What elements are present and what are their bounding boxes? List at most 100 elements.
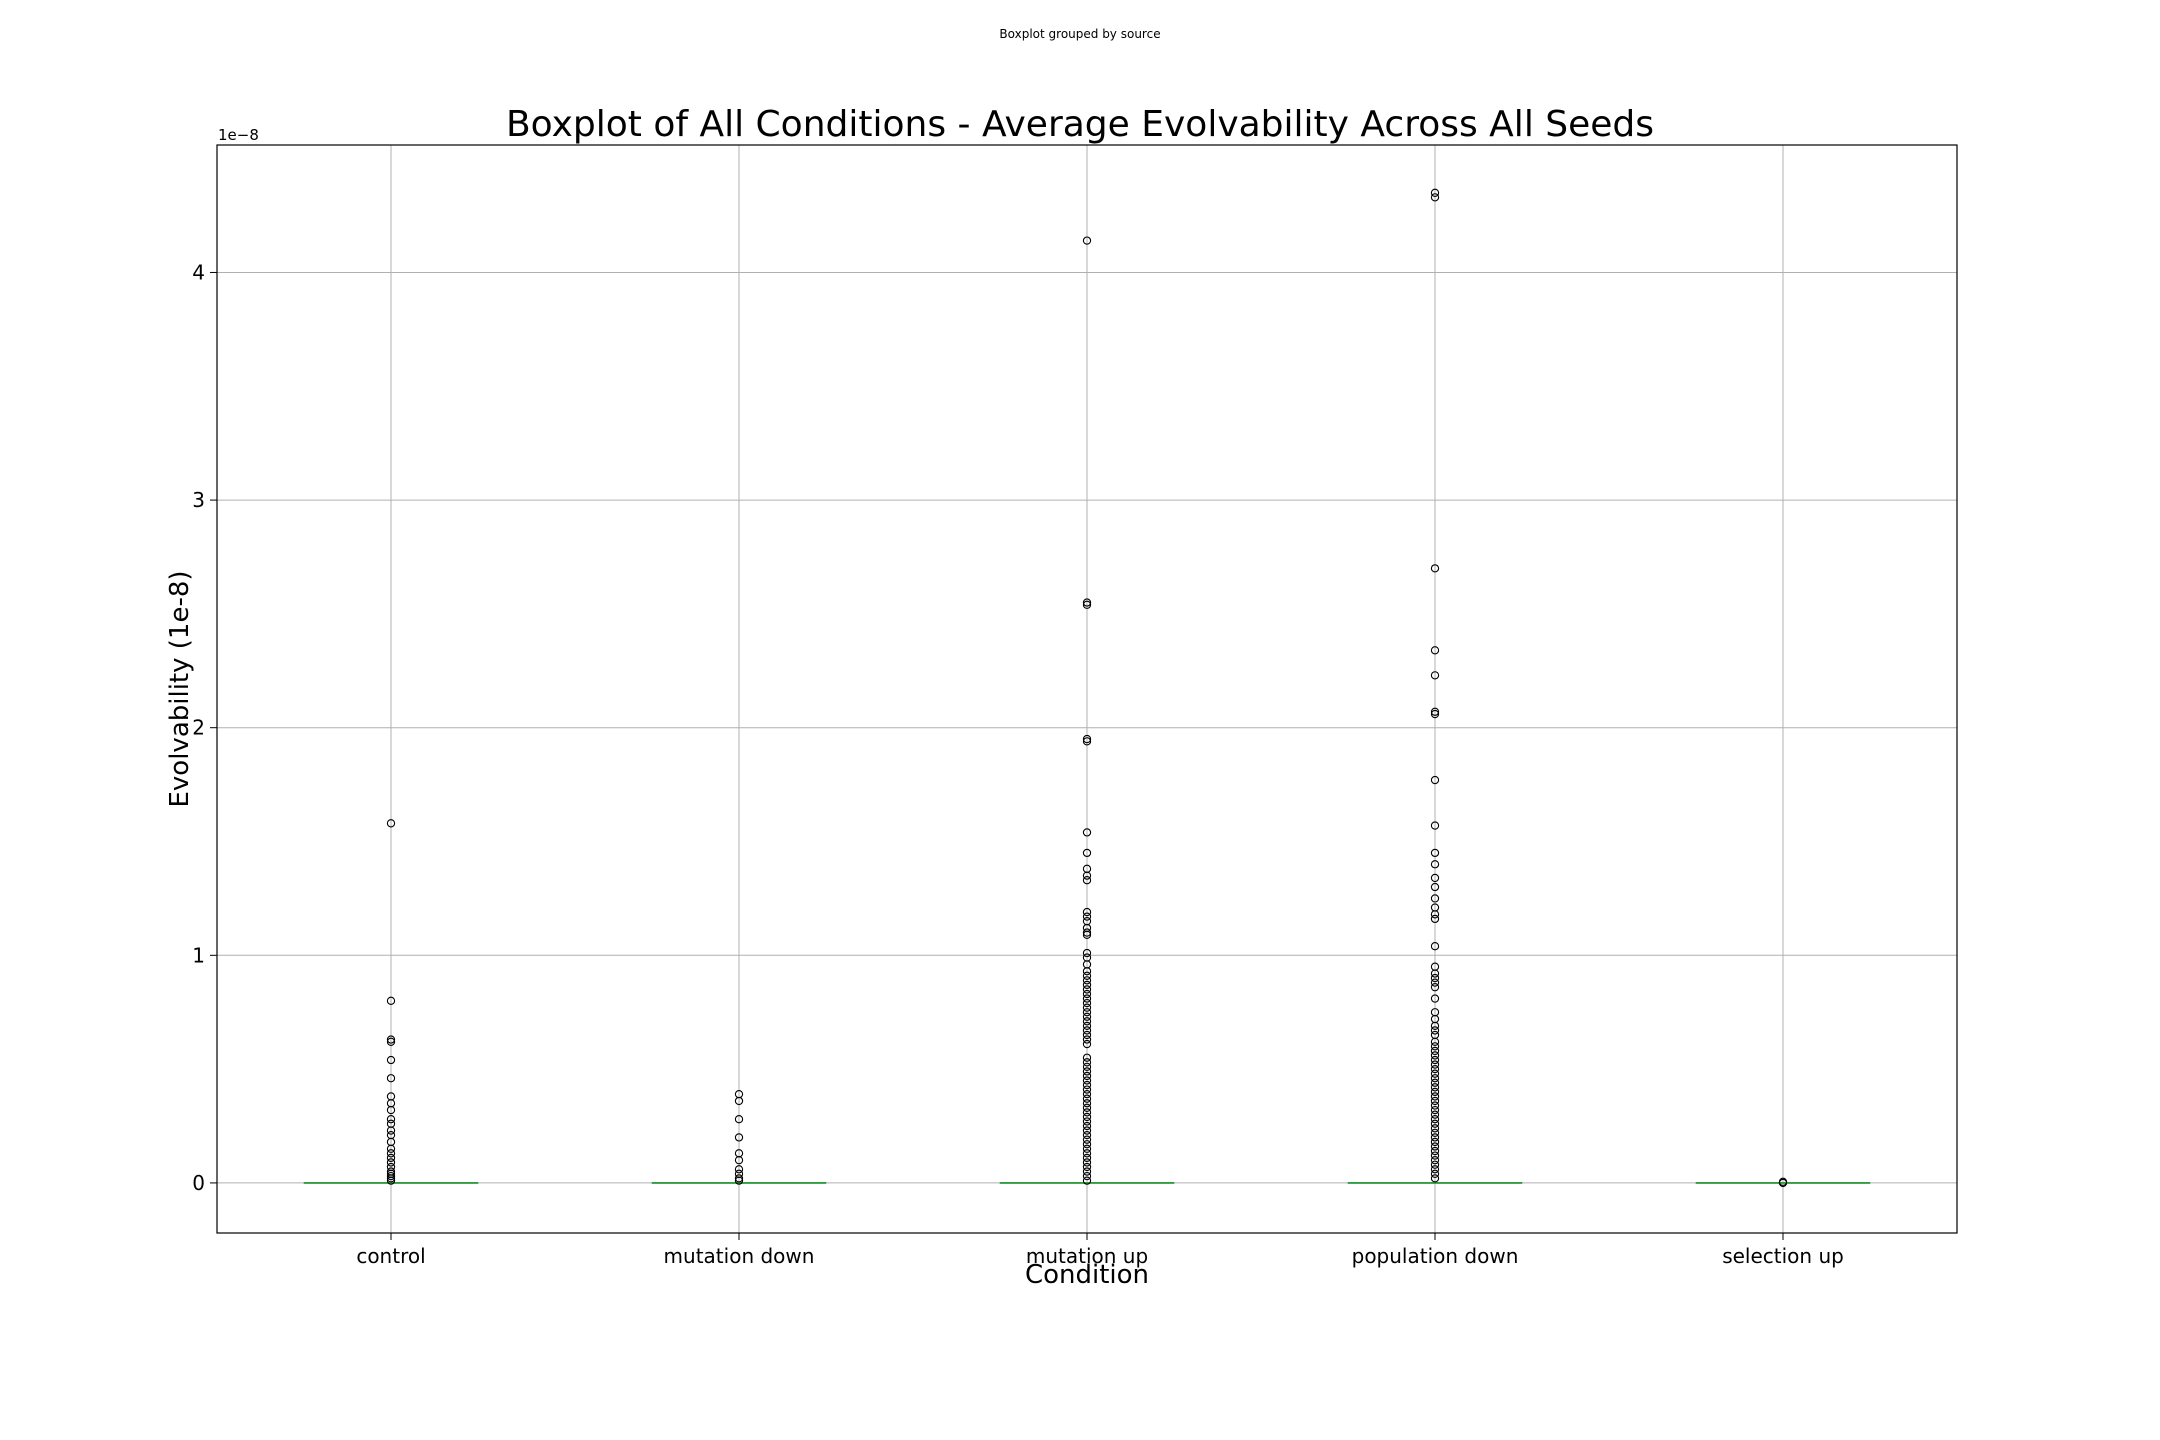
outlier-point [1082,876,1092,885]
y-tick-label: 2 [192,716,205,740]
outlier-point [1082,1144,1092,1153]
outlier-point [1430,707,1440,716]
outlier-point [1430,1060,1440,1069]
outlier-point [1430,709,1440,719]
outlier-point [386,1176,396,1185]
outlier-point [1430,821,1440,830]
outlier-point [1082,994,1092,1003]
figure-suptitle: Boxplot grouped by source [999,27,1160,41]
grid-layer [217,145,1957,1233]
box-group [303,819,479,1185]
outlier-point [1082,848,1092,858]
y-offset-text: 1e−8 [218,126,259,144]
outlier-point [1430,1156,1440,1165]
outlier-point [386,1115,396,1124]
outlier-point [1082,734,1092,744]
outlier-point [1082,828,1092,837]
outlier-point [1430,860,1440,869]
outlier-point [1430,1174,1440,1183]
outlier-point [1082,1021,1092,1031]
outlier-point [1082,930,1092,939]
outlier-point [734,1133,744,1142]
outlier-point [1082,912,1092,921]
outlier-point [1082,1026,1092,1035]
outlier-point [1082,1058,1092,1067]
outlier-point [386,996,396,1005]
outlier-point [1082,967,1092,976]
outlier-point [1082,1012,1092,1021]
outlier-point [1082,1130,1092,1140]
outlier-point [386,1153,396,1163]
outlier-point [386,1035,396,1044]
outlier-point [1082,1135,1092,1144]
outlier-point [1430,942,1440,951]
data-layer [303,188,1871,1188]
outlier-point [1430,1037,1440,1046]
outlier-point [1082,971,1092,980]
outlier-point [1430,1069,1440,1078]
outlier-point [1430,910,1440,919]
y-tick-label: 4 [192,260,205,284]
outlier-point [1082,985,1092,994]
outlier-point [1430,1124,1440,1133]
outlier-point [1082,1167,1092,1176]
outlier-point [1082,1003,1092,1012]
outlier-point [1082,980,1092,990]
outlier-point [1082,236,1092,245]
outlier-point [1430,1087,1440,1097]
outlier-point [1082,871,1092,880]
outlier-point [1082,1090,1092,1099]
outlier-point [1430,1064,1440,1074]
outlier-point [1430,914,1440,924]
outlier-point [1430,1119,1440,1128]
outlier-point [1430,1115,1440,1124]
outlier-point [1082,1153,1092,1163]
box-group [651,1090,827,1185]
outlier-point [734,1176,744,1185]
outlier-point [1082,1030,1092,1040]
outlier-point [1082,989,1092,999]
outlier-point [1430,1042,1440,1051]
outlier-point [1082,1121,1092,1131]
outlier-point [1082,1053,1092,1062]
outlier-point [1430,1096,1440,1106]
outlier-point [386,1144,396,1153]
x-tick-label: selection up [1722,1244,1844,1268]
outlier-point [1430,1055,1440,1065]
outlier-point [1082,1094,1092,1103]
outlier-point [1430,1133,1440,1142]
outlier-point [1430,894,1440,903]
outlier-point [1430,1051,1440,1060]
outlier-point [1082,1149,1092,1158]
outlier-point [1082,1062,1092,1071]
outlier-point [1430,983,1440,992]
outlier-point [1430,1128,1440,1137]
outlier-point [1430,978,1440,987]
outlier-point [1082,600,1092,609]
outlier-point [386,1158,396,1167]
outlier-point [1430,1169,1440,1178]
outlier-point [1082,1039,1092,1049]
outlier-point [1082,928,1092,937]
outlier-point [386,1074,396,1083]
outlier-point [1430,973,1440,983]
outlier-point [1082,1162,1092,1172]
outlier-point [734,1115,744,1124]
outlier-point [1082,1158,1092,1167]
outlier-point [1430,848,1440,858]
outlier-point [1430,1026,1440,1035]
outlier-point [734,1156,744,1165]
outlier-point [1082,976,1092,985]
outlier-point [386,1055,396,1065]
outlier-point [1430,646,1440,655]
outlier-point [386,1149,396,1158]
outlier-point [1430,1151,1440,1160]
outlier-point [386,1105,396,1115]
outlier-point [1430,1160,1440,1169]
outlier-point [1430,1092,1440,1101]
outlier-point [386,1174,396,1183]
outlier-point [1430,188,1440,197]
outlier-point [1430,969,1440,978]
y-tick-label: 1 [192,943,205,967]
